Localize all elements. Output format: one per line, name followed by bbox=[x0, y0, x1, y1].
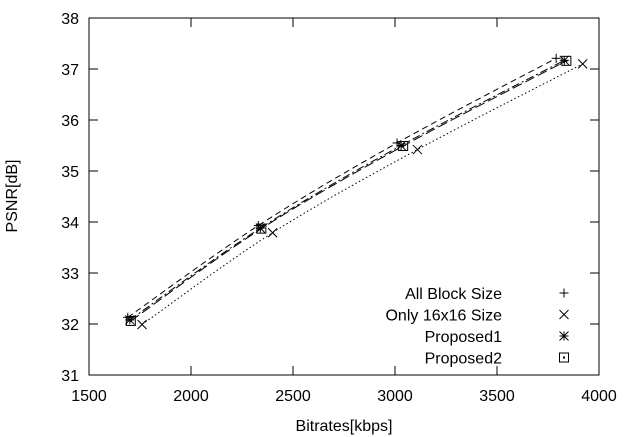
legend-label-4: Proposed2 bbox=[425, 351, 502, 368]
series-line-4 bbox=[130, 60, 567, 322]
data-point-4 bbox=[256, 223, 267, 234]
series-line-2 bbox=[141, 63, 583, 325]
plot-frame bbox=[88, 17, 600, 376]
data-point-4 bbox=[398, 141, 409, 152]
y-tick-label: 32 bbox=[61, 317, 79, 334]
y-tick-label: 34 bbox=[61, 215, 79, 232]
legend-marker-1 bbox=[559, 288, 569, 298]
data-point-3 bbox=[559, 55, 570, 66]
data-point-4 bbox=[561, 55, 572, 66]
y-tick-label: 37 bbox=[61, 62, 79, 79]
data-point-3 bbox=[396, 140, 406, 151]
legend-label-1: All Block Size bbox=[405, 286, 502, 303]
y-axis-title: PSNR[dB] bbox=[4, 160, 21, 233]
y-tick-label: 33 bbox=[61, 266, 79, 283]
x-tick-label: 4000 bbox=[581, 388, 617, 405]
y-tick-label: 31 bbox=[61, 368, 79, 385]
series-markers bbox=[123, 53, 588, 330]
axis-ticks bbox=[88, 17, 600, 376]
legend-marker-2 bbox=[559, 309, 569, 320]
legend-label-3: Proposed1 bbox=[425, 329, 502, 346]
series-line-3 bbox=[129, 59, 565, 321]
data-point-2 bbox=[577, 59, 588, 69]
y-tick-label: 35 bbox=[61, 164, 79, 181]
legend-marker-4 bbox=[559, 352, 569, 363]
data-point-2 bbox=[137, 319, 147, 330]
legend: All Block Size Only 16x16 Size Proposed1 Pr… bbox=[385, 286, 569, 368]
data-point-4 bbox=[125, 315, 136, 326]
x-tick-label: 3500 bbox=[479, 388, 515, 405]
data-point-1 bbox=[551, 53, 561, 63]
data-point-2 bbox=[412, 144, 423, 155]
series-lines bbox=[127, 57, 583, 325]
x-tick-label: 1500 bbox=[71, 388, 107, 405]
x-axis-title: Bitrates[kbps] bbox=[296, 418, 393, 435]
axis-tick-labels: 1500 2000 2500 3000 3500 4000 31 32 33 34 35 36 37 38 bbox=[61, 11, 617, 405]
x-tick-label: 2000 bbox=[173, 388, 209, 405]
y-tick-label: 38 bbox=[61, 11, 79, 28]
data-point-2 bbox=[267, 227, 278, 238]
legend-marker-3 bbox=[559, 331, 569, 341]
y-tick-label: 36 bbox=[61, 113, 79, 130]
series-line-1 bbox=[127, 57, 557, 318]
x-tick-label: 3000 bbox=[377, 388, 413, 405]
x-tick-label: 2500 bbox=[275, 388, 311, 405]
legend-label-2: Only 16x16 Size bbox=[385, 308, 502, 325]
